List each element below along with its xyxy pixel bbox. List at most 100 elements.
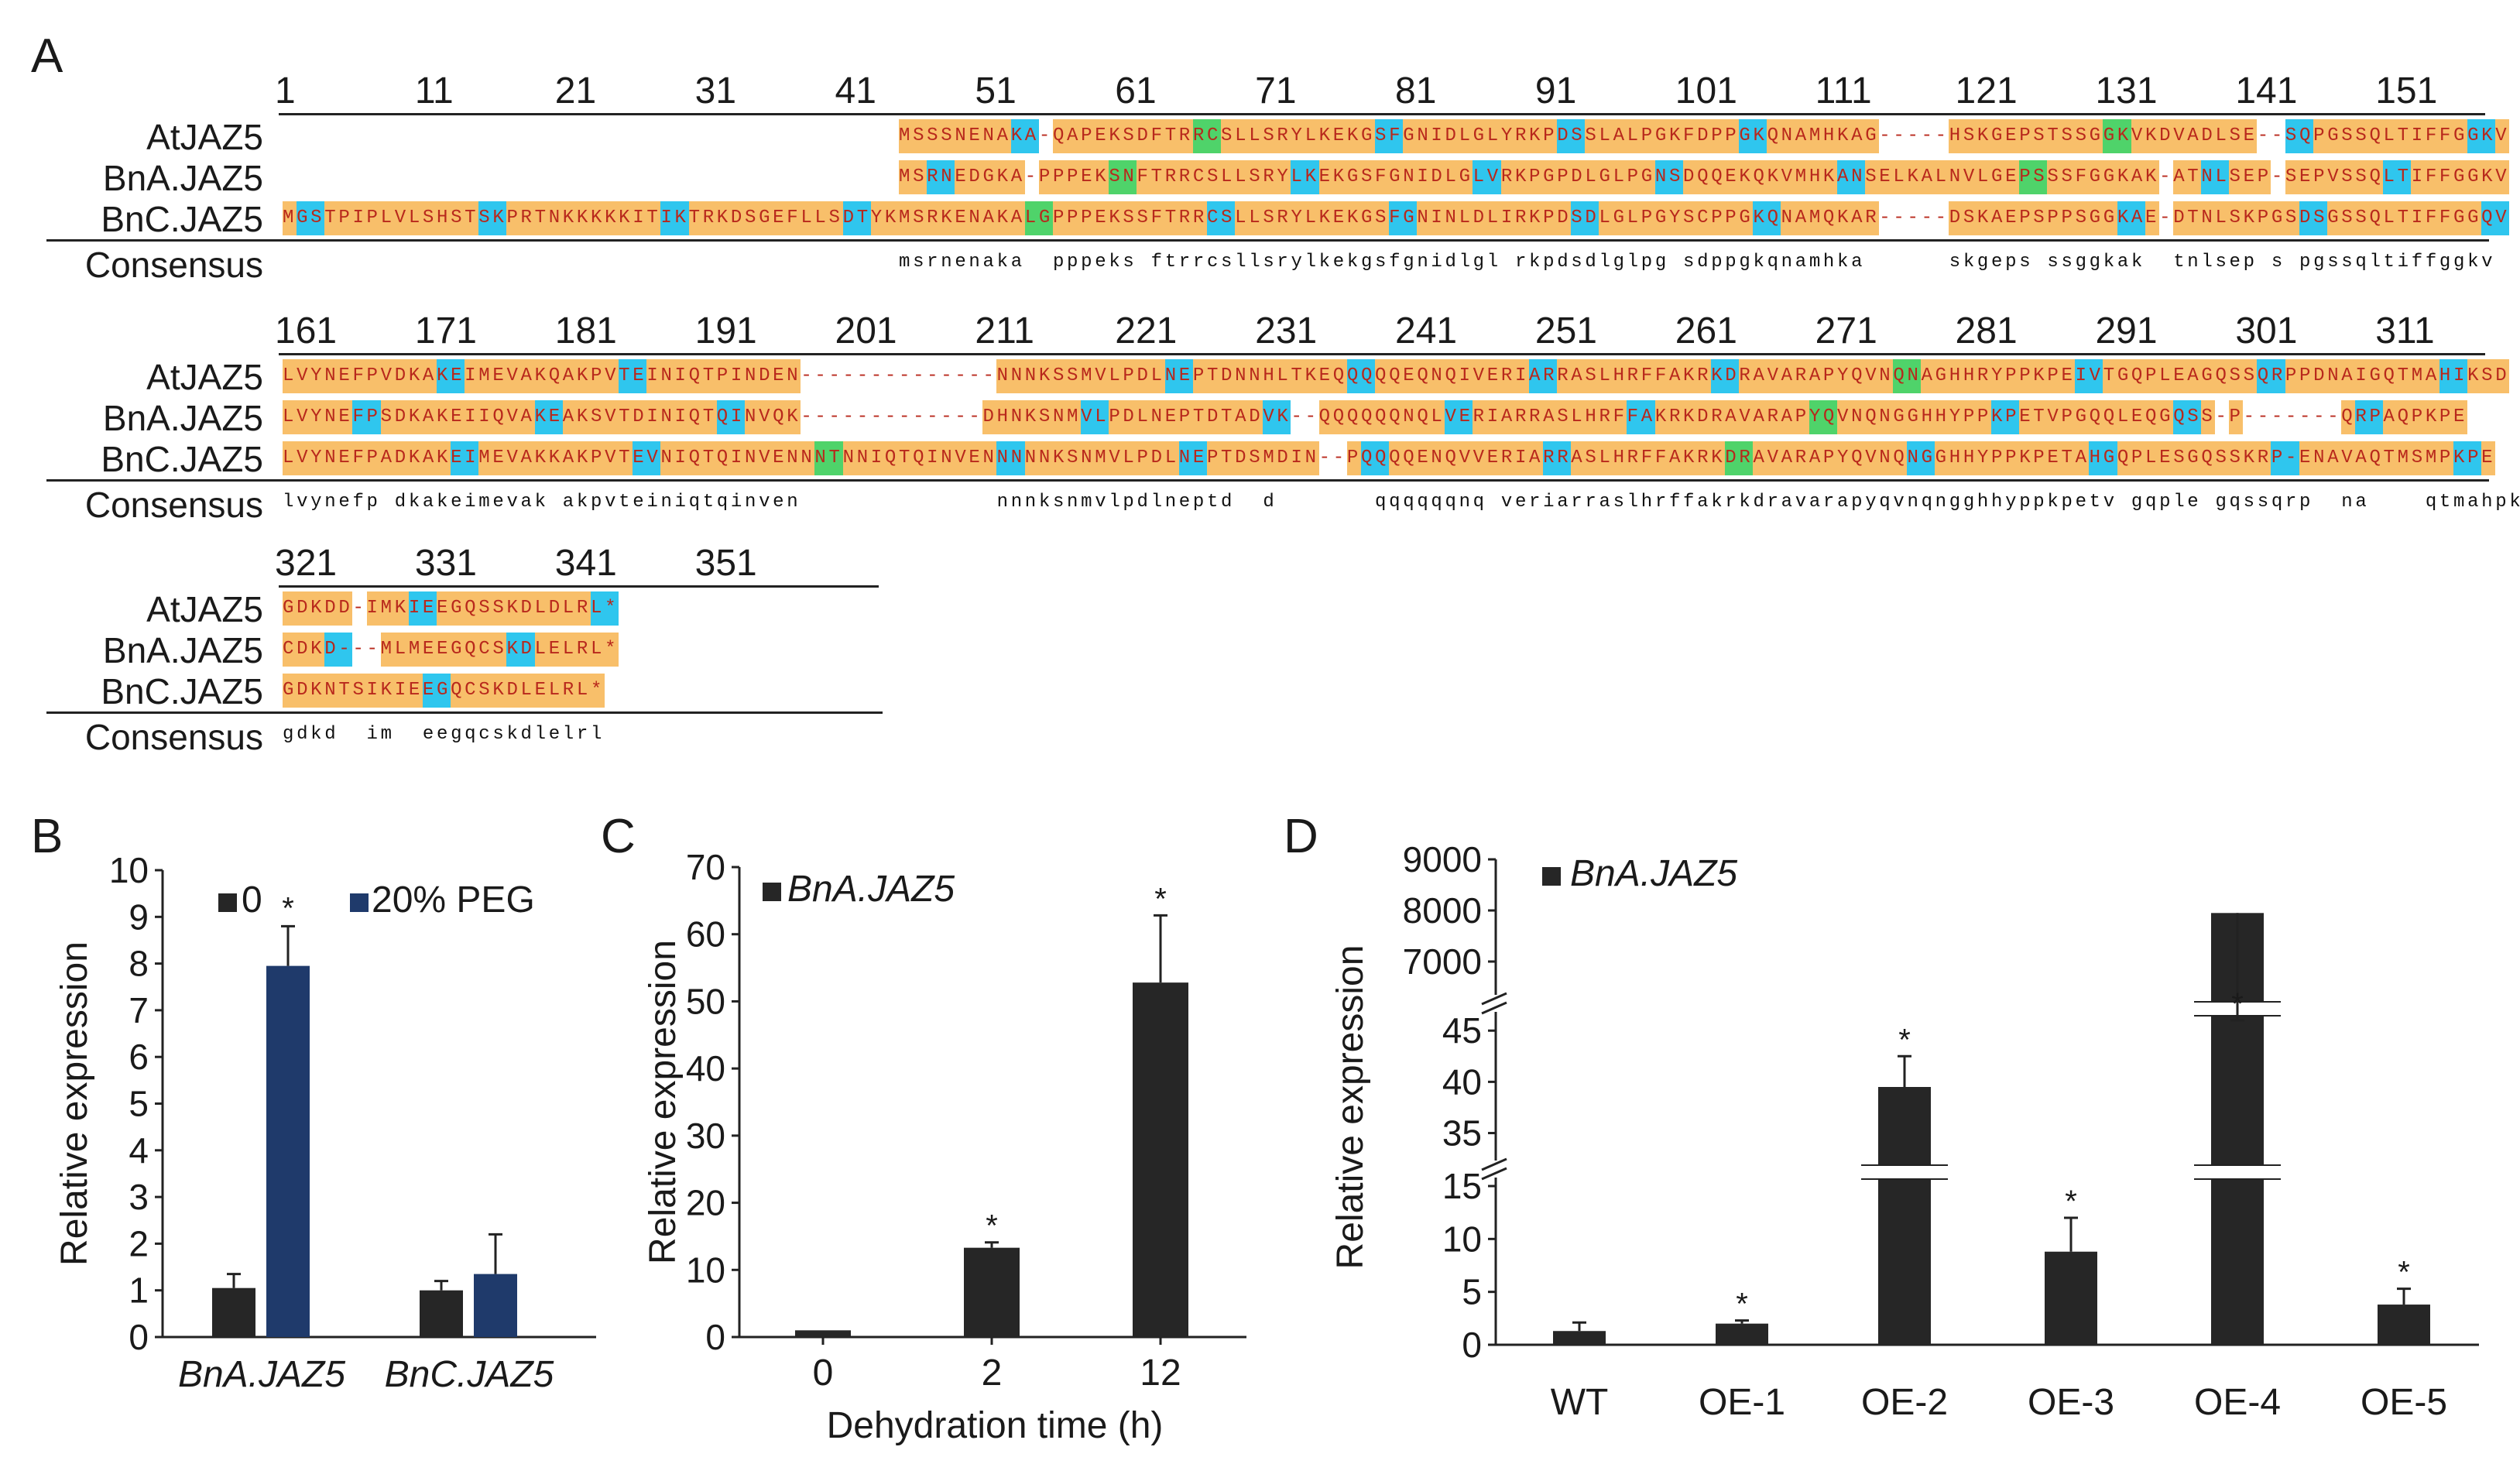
variable-residue	[1374, 119, 1404, 153]
y-tick-label: 40	[686, 1048, 725, 1089]
y-tick-label: 30	[686, 1116, 725, 1156]
position-number: 171	[414, 310, 477, 351]
variable-residue	[408, 591, 437, 626]
position-number: 301	[2235, 310, 2298, 351]
variable-residue	[1109, 160, 1137, 194]
bar	[474, 1274, 517, 1337]
variable-residue	[352, 400, 381, 434]
y-tick-label: 45	[1442, 1010, 1482, 1051]
bar	[795, 1330, 851, 1337]
panel-label-c: C	[601, 810, 636, 863]
conserved-block	[283, 201, 1880, 235]
y-tick-label: 10	[686, 1250, 725, 1290]
axis-break	[1481, 1167, 1507, 1181]
position-number: 341	[554, 543, 617, 584]
variable-residue	[1206, 201, 1235, 235]
position-number: 281	[1955, 310, 2018, 351]
bar	[2045, 1251, 2097, 1345]
x-tick-label: 2	[982, 1353, 1003, 1394]
chart-d: 0 5 10 15 35 40 45 7000 8000 9000 Relative express…	[1330, 839, 2479, 1423]
variable-residue	[2299, 201, 2327, 235]
variable-residue	[842, 201, 871, 235]
y-axis-label: Relative expression	[1330, 945, 1371, 1270]
legend-label: BnA.JAZ5	[1570, 853, 1737, 894]
position-number: 251	[1534, 310, 1597, 351]
bar	[420, 1290, 463, 1337]
variable-residue	[1836, 160, 1865, 194]
panel-label-d: D	[1284, 810, 1318, 863]
x-axis-label: Dehydration time (h)	[827, 1405, 1164, 1446]
position-number: 201	[835, 310, 897, 351]
y-tick-label: 8	[129, 944, 149, 984]
bar-break-mask	[2194, 1165, 2281, 1179]
variable-residue	[660, 201, 689, 235]
bar	[1878, 1087, 1931, 1345]
legend-label: BnA.JAZ5	[787, 869, 955, 910]
variable-residue	[2355, 400, 2384, 434]
position-number: 211	[975, 310, 1034, 351]
conserved-block	[380, 633, 619, 667]
chart-c: 0 10 20 30 40 50 60 70 Relative expression 0 * 2 * 12…	[643, 847, 1246, 1446]
significance-star: *	[1736, 1287, 1748, 1322]
y-tick-label: 0	[129, 1317, 149, 1357]
variable-residue	[2089, 441, 2117, 475]
variable-residue	[2075, 359, 2103, 393]
bar	[2378, 1305, 2430, 1345]
y-tick-label: 50	[686, 981, 725, 1021]
sequence-text: LVYNEFPADKAKEIMEVAKKAKPVTEVNIQTQINVENNNT…	[283, 447, 2496, 468]
conserved-block	[982, 400, 1291, 434]
y-tick-label: 0	[705, 1317, 725, 1357]
variable-residue	[506, 633, 535, 667]
position-number: 221	[1115, 310, 1178, 351]
x-tick-label: 0	[813, 1353, 834, 1394]
position-number: 81	[1395, 70, 1437, 111]
conserved-block	[1949, 119, 2258, 153]
x-tick-label: OE-4	[2194, 1382, 2281, 1423]
variable-residue	[1571, 201, 1599, 235]
sequence-text: GDKDD-IMKIEEGQSSKDLDLRL*	[283, 598, 619, 619]
alignment-rule	[46, 239, 2489, 242]
sequence-name: BnC.JAZ5	[101, 199, 263, 239]
y-tick-label: 5	[129, 1084, 149, 1124]
bar	[1133, 982, 1188, 1337]
consensus-sequence: gdkd im eegqcskdlelrl	[283, 724, 605, 745]
y-tick-label: 20	[686, 1183, 725, 1223]
y-tick-label: 1	[129, 1270, 149, 1311]
legend-swatch	[218, 893, 237, 912]
x-tick-label: OE-2	[1861, 1382, 1948, 1423]
y-tick-label: 0	[1462, 1325, 1482, 1365]
sequence-name: BnA.JAZ5	[102, 630, 263, 670]
conserved-block	[996, 359, 2509, 393]
x-tick-label: BnA.JAZ5	[178, 1354, 345, 1395]
x-tick-label: OE-1	[1699, 1382, 1785, 1423]
variable-residue	[324, 633, 353, 667]
variable-residue	[1010, 119, 1039, 153]
variable-residue	[2285, 119, 2313, 153]
position-number: 91	[1534, 70, 1577, 111]
position-number: 231	[1255, 310, 1318, 351]
legend-swatch	[1542, 867, 1561, 886]
consensus-label: Consensus	[84, 485, 263, 525]
variable-residue	[1178, 441, 1207, 475]
consensus-label: Consensus	[84, 245, 263, 285]
variable-residue	[2257, 359, 2285, 393]
y-tick-label: 15	[1442, 1166, 1482, 1206]
variable-residue	[478, 201, 507, 235]
variable-residue	[2467, 119, 2495, 153]
sequence-text: MSSSNENAKA-QAPEKSDFTRRCSLLSRYLKEKGSFGNID…	[283, 125, 2510, 146]
variable-residue	[1192, 119, 1221, 153]
variable-residue	[927, 160, 955, 194]
variable-residue	[814, 441, 843, 475]
y-tick-label: 70	[686, 847, 725, 887]
variable-residue	[436, 359, 465, 393]
y-tick-label: 35	[1442, 1113, 1482, 1154]
y-tick-label: 3	[129, 1177, 149, 1217]
variable-residue	[2018, 160, 2048, 194]
sequence-name: BnC.JAZ5	[101, 439, 263, 479]
variable-residue	[297, 201, 325, 235]
position-number: 141	[2235, 70, 2298, 111]
variable-residue	[1557, 119, 1586, 153]
y-tick-label: 60	[686, 914, 725, 955]
sequence-name: AtJAZ5	[146, 117, 263, 157]
conserved-block	[283, 359, 801, 393]
